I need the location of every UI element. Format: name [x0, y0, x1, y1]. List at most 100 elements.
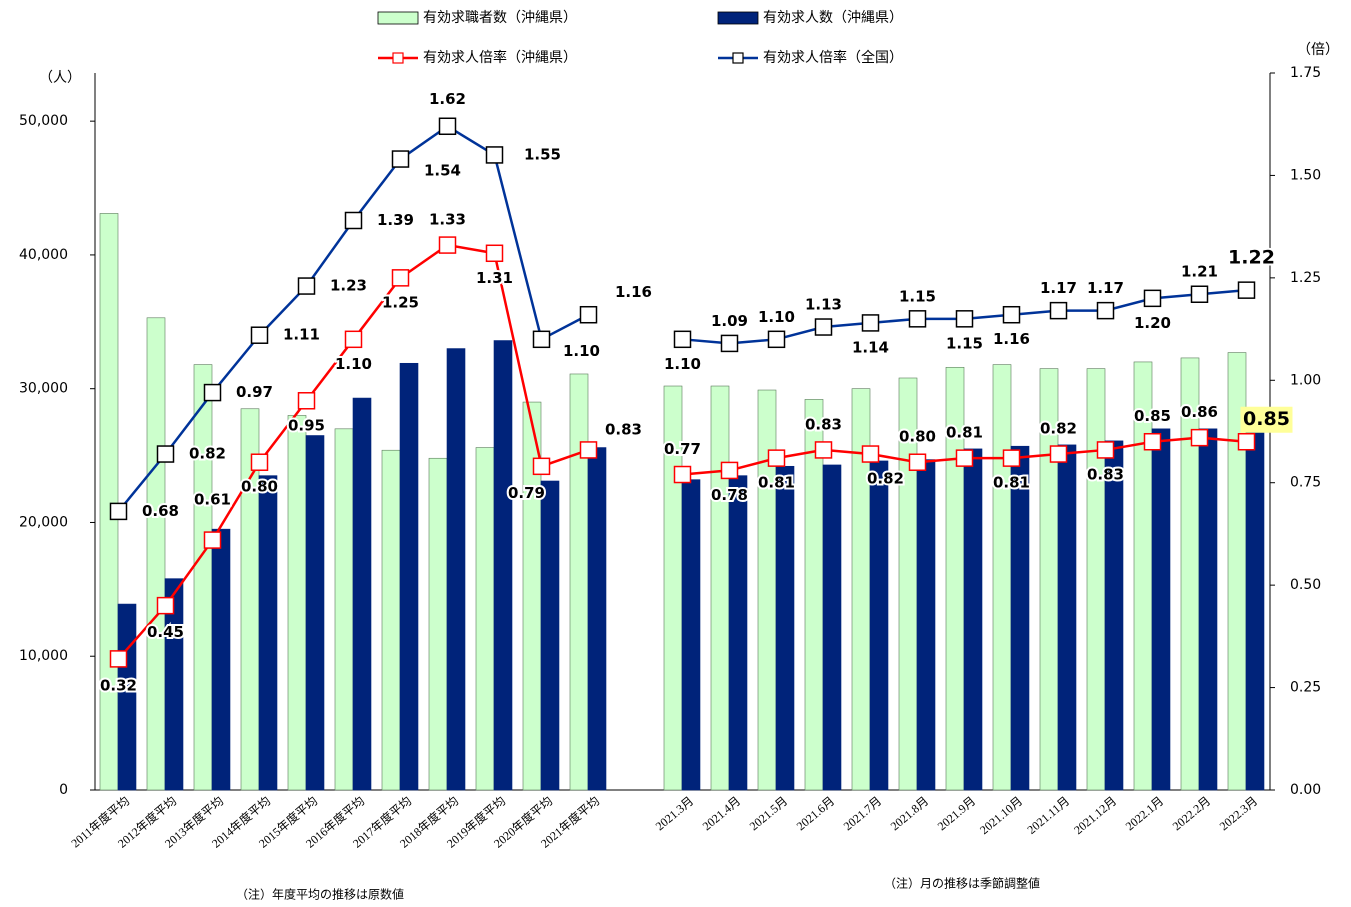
data-label: 0.78: [711, 486, 748, 504]
marker: [767, 330, 786, 349]
bar: [493, 340, 513, 791]
bar: [475, 447, 495, 791]
marker: [250, 453, 269, 471]
marker: [1143, 289, 1162, 308]
bar: [428, 457, 448, 791]
data-label: 1.10: [758, 308, 795, 326]
y2-axis-label: （倍）: [1297, 42, 1339, 58]
marker: [109, 650, 128, 668]
bar: [869, 460, 889, 791]
marker: [720, 461, 739, 480]
data-label: 1.54: [424, 162, 461, 180]
x-tick-label: 2021.12月: [1071, 794, 1119, 838]
bar: [193, 364, 213, 791]
x-tick-label: 2021.7月: [841, 794, 884, 834]
legend-swatch: [732, 52, 744, 64]
bar: [305, 435, 325, 791]
marker: [1002, 305, 1021, 324]
data-label: 0.95: [288, 416, 325, 434]
data-label: 0.32: [100, 676, 137, 694]
bar: [1010, 445, 1030, 791]
bar: [146, 317, 166, 791]
y2-tick-label: 1.50: [1290, 167, 1321, 183]
y2-tick-label: 0.75: [1290, 475, 1321, 491]
data-label: 0.68: [142, 502, 179, 520]
x-tick-label: 2022.3月: [1217, 794, 1260, 834]
marker: [109, 502, 128, 521]
y2-tick-label: 1.00: [1290, 372, 1321, 388]
data-label: 1.25: [382, 293, 419, 311]
data-label: 0.83: [1087, 465, 1124, 483]
bar: [710, 385, 730, 791]
data-label: 0.45: [147, 623, 184, 641]
data-label: 0.83: [805, 415, 842, 433]
y2-tick-label: 0.50: [1290, 577, 1321, 593]
bar: [399, 362, 419, 791]
data-label: 0.85: [1134, 407, 1171, 425]
marker: [532, 457, 551, 476]
bar: [381, 449, 401, 791]
legend-swatch: [717, 11, 759, 25]
bar: [334, 428, 354, 791]
bar: [1180, 357, 1200, 791]
data-label: 0.79: [508, 484, 545, 502]
marker: [1237, 432, 1256, 451]
bar: [963, 448, 983, 791]
marker: [1049, 445, 1068, 463]
bar: [569, 373, 589, 791]
x-tick-label: 2021.4月: [700, 794, 743, 834]
data-label: 0.83: [605, 420, 642, 438]
marker: [861, 314, 880, 332]
x-tick-label: 2022.1月: [1123, 794, 1166, 834]
x-tick-label: 2021.9月: [935, 794, 978, 834]
x-tick-label: 2021.8月: [888, 794, 931, 834]
marker: [1096, 441, 1115, 459]
x-tick-label: 2021.5月: [747, 794, 790, 834]
marker: [438, 117, 457, 136]
marker: [1190, 285, 1209, 303]
bar: [916, 459, 936, 791]
data-label: 1.16: [615, 283, 652, 301]
data-label: 0.82: [867, 470, 904, 488]
data-label: 0.81: [758, 474, 795, 492]
marker: [485, 146, 504, 164]
marker: [955, 310, 974, 328]
marker: [156, 596, 175, 615]
x-tick-label: 2021.3月: [653, 794, 696, 834]
marker: [297, 392, 316, 410]
data-label: 1.10: [664, 355, 701, 373]
data-label: 0.80: [899, 428, 936, 446]
bar: [1133, 361, 1153, 791]
data-label: 1.22: [1228, 247, 1275, 269]
marker: [814, 318, 833, 336]
data-label: 0.61: [194, 491, 231, 509]
marker: [1237, 281, 1256, 299]
bar: [211, 528, 231, 791]
marker: [344, 211, 363, 230]
y-tick-label: 30,000: [19, 381, 68, 397]
marker: [297, 277, 316, 295]
bar: [822, 464, 842, 791]
y-tick-label: 50,000: [19, 113, 68, 129]
bar: [352, 397, 372, 791]
bar: [287, 415, 307, 791]
data-label: 1.15: [946, 334, 983, 352]
legend-swatch: [392, 52, 404, 64]
y2-tick-label: 1.25: [1290, 270, 1321, 286]
data-label: 1.09: [711, 312, 748, 330]
bar: [992, 364, 1012, 791]
marker: [861, 445, 880, 463]
bar: [775, 465, 795, 791]
bar: [117, 603, 137, 791]
data-label: 1.31: [476, 269, 513, 287]
bar: [1086, 368, 1106, 791]
y-tick-label: 10,000: [19, 648, 68, 664]
data-label: 0.77: [664, 440, 701, 458]
data-label: 1.13: [805, 296, 842, 314]
y-tick-label: 0: [59, 782, 68, 798]
data-label: 0.82: [189, 445, 226, 463]
marker: [250, 326, 269, 344]
data-label: 1.15: [899, 287, 936, 305]
data-label: 1.62: [429, 90, 466, 108]
marker: [908, 310, 927, 328]
